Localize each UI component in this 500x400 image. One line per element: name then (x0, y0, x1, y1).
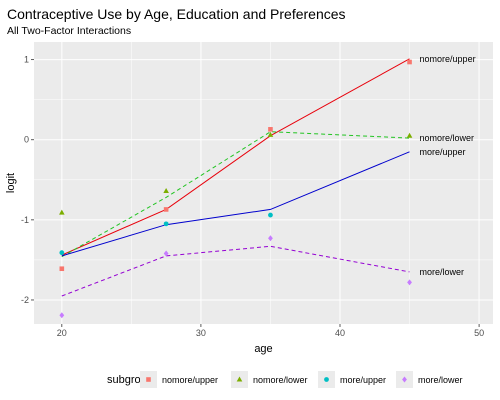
legend-key-more-lower (396, 371, 413, 388)
legend: subgroup nomore/upper nomore/lower more/… (0, 367, 500, 393)
end-label-more-upper: more/upper (420, 147, 466, 157)
legend-marker-nomore-upper (146, 377, 151, 382)
point-nomore-lower (267, 131, 274, 137)
observed-points (59, 59, 413, 319)
x-tick-label: 50 (474, 328, 484, 338)
line-more-lower (61, 245, 410, 297)
y-tick-label: 1 (24, 55, 29, 65)
point-more-upper (268, 212, 273, 218)
point-more-upper (163, 221, 169, 227)
x-tick-label: 30 (196, 328, 206, 338)
y-axis-title: logit (5, 173, 17, 193)
end-label-nomore-upper: nomore/upper (420, 54, 476, 64)
point-more-lower (163, 250, 169, 257)
chart-subtitle: All Two-Factor Interactions (7, 25, 132, 37)
minor-gridlines (34, 42, 493, 324)
legend-key-nomore-upper (140, 371, 157, 388)
legend-label: nomore/upper (162, 375, 219, 385)
end-label-nomore-lower: nomore/lower (420, 133, 475, 143)
y-tick-label: -2 (21, 295, 29, 305)
point-more-lower (407, 279, 412, 286)
point-more-lower (268, 235, 273, 242)
y-tick-label: -1 (21, 215, 29, 225)
point-nomore-upper (407, 59, 412, 65)
x-axis-title: age (254, 343, 272, 355)
point-nomore-lower (406, 132, 413, 138)
chart-title: Contraceptive Use by Age, Education and … (7, 6, 346, 22)
point-nomore-lower (59, 209, 65, 215)
plot-area: nomore/upper nomore/lower more/upper more/l… (5, 42, 493, 355)
legend-marker-more-lower (402, 376, 407, 383)
point-nomore-upper (59, 266, 65, 272)
x-tick-label: 20 (57, 328, 67, 338)
point-more-upper (59, 250, 65, 256)
legend-label: more/upper (340, 375, 387, 385)
point-nomore-upper (268, 127, 273, 132)
point-nomore-upper (163, 207, 169, 212)
legend-marker-nomore-lower (236, 376, 243, 382)
line-more-upper (61, 151, 410, 257)
legend-label: nomore/lower (253, 375, 308, 385)
line-end-labels: nomore/upper nomore/lower more/upper more/l… (420, 54, 476, 277)
x-tick-label: 40 (335, 328, 345, 338)
y-tick-label: 0 (24, 135, 29, 145)
plot-panel (34, 42, 493, 324)
major-gridlines (34, 42, 493, 324)
legend-label: more/lower (418, 375, 463, 385)
fitted-lines (61, 58, 410, 297)
legend-key-more-upper (318, 371, 335, 388)
line-nomore-lower (61, 131, 410, 258)
point-more-lower (59, 312, 65, 319)
axis-ticks: 20 30 40 50 -2 -1 0 1 (21, 55, 484, 338)
end-label-more-lower: more/lower (420, 267, 465, 277)
legend-marker-more-upper (324, 377, 329, 382)
legend-key-nomore-lower (231, 371, 248, 388)
line-nomore-upper (61, 58, 410, 256)
point-nomore-lower (163, 188, 169, 194)
